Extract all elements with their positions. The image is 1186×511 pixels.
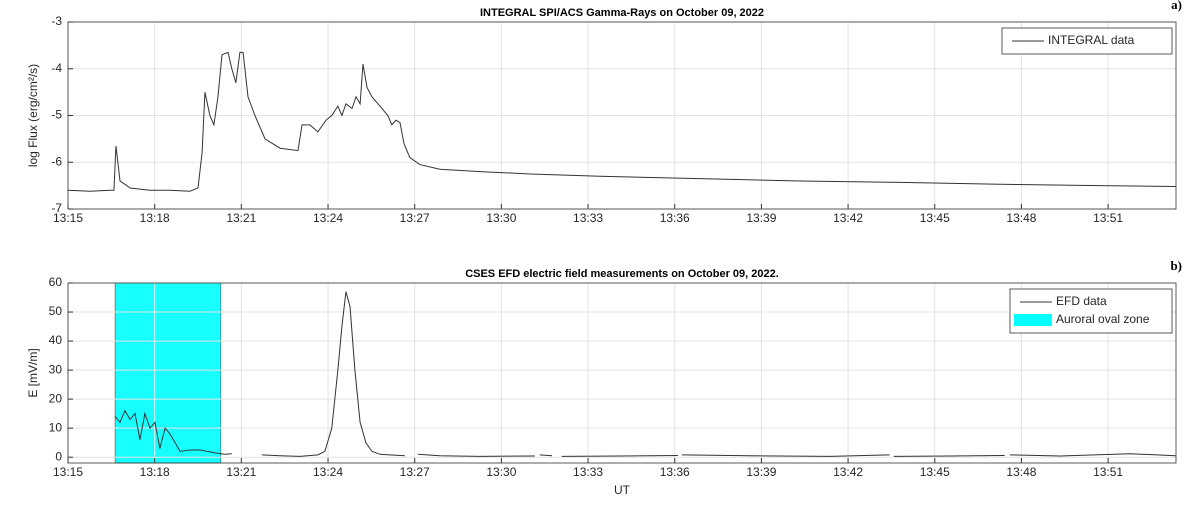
x-tick-label: 13:33	[573, 211, 603, 225]
axes-frame	[67, 21, 1177, 210]
y-tick-label: 40	[49, 333, 63, 347]
y-tick-label: 60	[49, 275, 63, 289]
x-tick-label: 13:30	[486, 211, 516, 225]
y-tick-label: -6	[51, 154, 62, 168]
x-tick-label: 13:21	[226, 465, 256, 479]
y-tick-label: -4	[51, 61, 62, 75]
legend-label: Auroral oval zone	[1056, 312, 1150, 326]
x-tick-label: 13:21	[226, 211, 256, 225]
data-line	[67, 51, 1176, 192]
shaded-region	[114, 282, 222, 464]
y-tick-label: 10	[49, 420, 63, 434]
x-tick-label: 13:36	[660, 465, 690, 479]
x-tick-label: 13:27	[400, 465, 430, 479]
x-tick-label: 13:39	[746, 465, 776, 479]
y-tick-label: 50	[49, 304, 63, 318]
x-tick-label: 13:24	[313, 465, 343, 479]
x-tick-label: 13:45	[920, 465, 950, 479]
plot-area	[68, 283, 1176, 463]
y-tick-label: 20	[49, 391, 63, 405]
x-tick-label: 13:36	[660, 211, 690, 225]
x-tick-label: 13:42	[833, 465, 863, 479]
x-tick-label: 13:48	[1006, 465, 1036, 479]
x-tick-label: 13:51	[1093, 465, 1123, 479]
x-tick-label: 13:39	[746, 211, 776, 225]
chart-title: CSES EFD electric field measurements on …	[465, 268, 779, 280]
panel-letter: b)	[1170, 258, 1182, 273]
x-tick-label: 13:15	[53, 211, 83, 225]
x-tick-label: 13:18	[140, 211, 170, 225]
legend-patch	[1014, 314, 1052, 326]
x-tick-label: 13:48	[1006, 211, 1036, 225]
x-tick-label: 13:15	[53, 465, 83, 479]
x-tick-label: 13:30	[486, 465, 516, 479]
x-tick-label: 13:42	[833, 211, 863, 225]
x-tick-label: 13:33	[573, 465, 603, 479]
x-axis-label: UT	[614, 483, 631, 497]
legend-label: EFD data	[1056, 294, 1107, 308]
y-axis-label: log Flux (erg/cm²/s)	[26, 64, 40, 167]
y-axis-label: E [mV/m]	[26, 348, 40, 397]
chart-title: INTEGRAL SPI/ACS Gamma-Rays on October 0…	[480, 7, 764, 19]
x-tick-label: 13:18	[140, 465, 170, 479]
legend-label: INTEGRAL data	[1048, 33, 1135, 47]
y-tick-label: -5	[51, 108, 62, 122]
x-tick-label: 13:27	[400, 211, 430, 225]
axes-frame	[67, 282, 1177, 464]
x-tick-label: 13:24	[313, 211, 343, 225]
x-tick-label: 13:45	[920, 211, 950, 225]
y-tick-label: 0	[55, 449, 62, 463]
y-tick-label: -3	[51, 14, 62, 28]
y-tick-label: -7	[51, 201, 62, 215]
data-line	[114, 291, 1176, 457]
x-tick-label: 13:51	[1093, 211, 1123, 225]
panel-letter: a)	[1171, 0, 1182, 12]
y-tick-label: 30	[49, 362, 63, 376]
